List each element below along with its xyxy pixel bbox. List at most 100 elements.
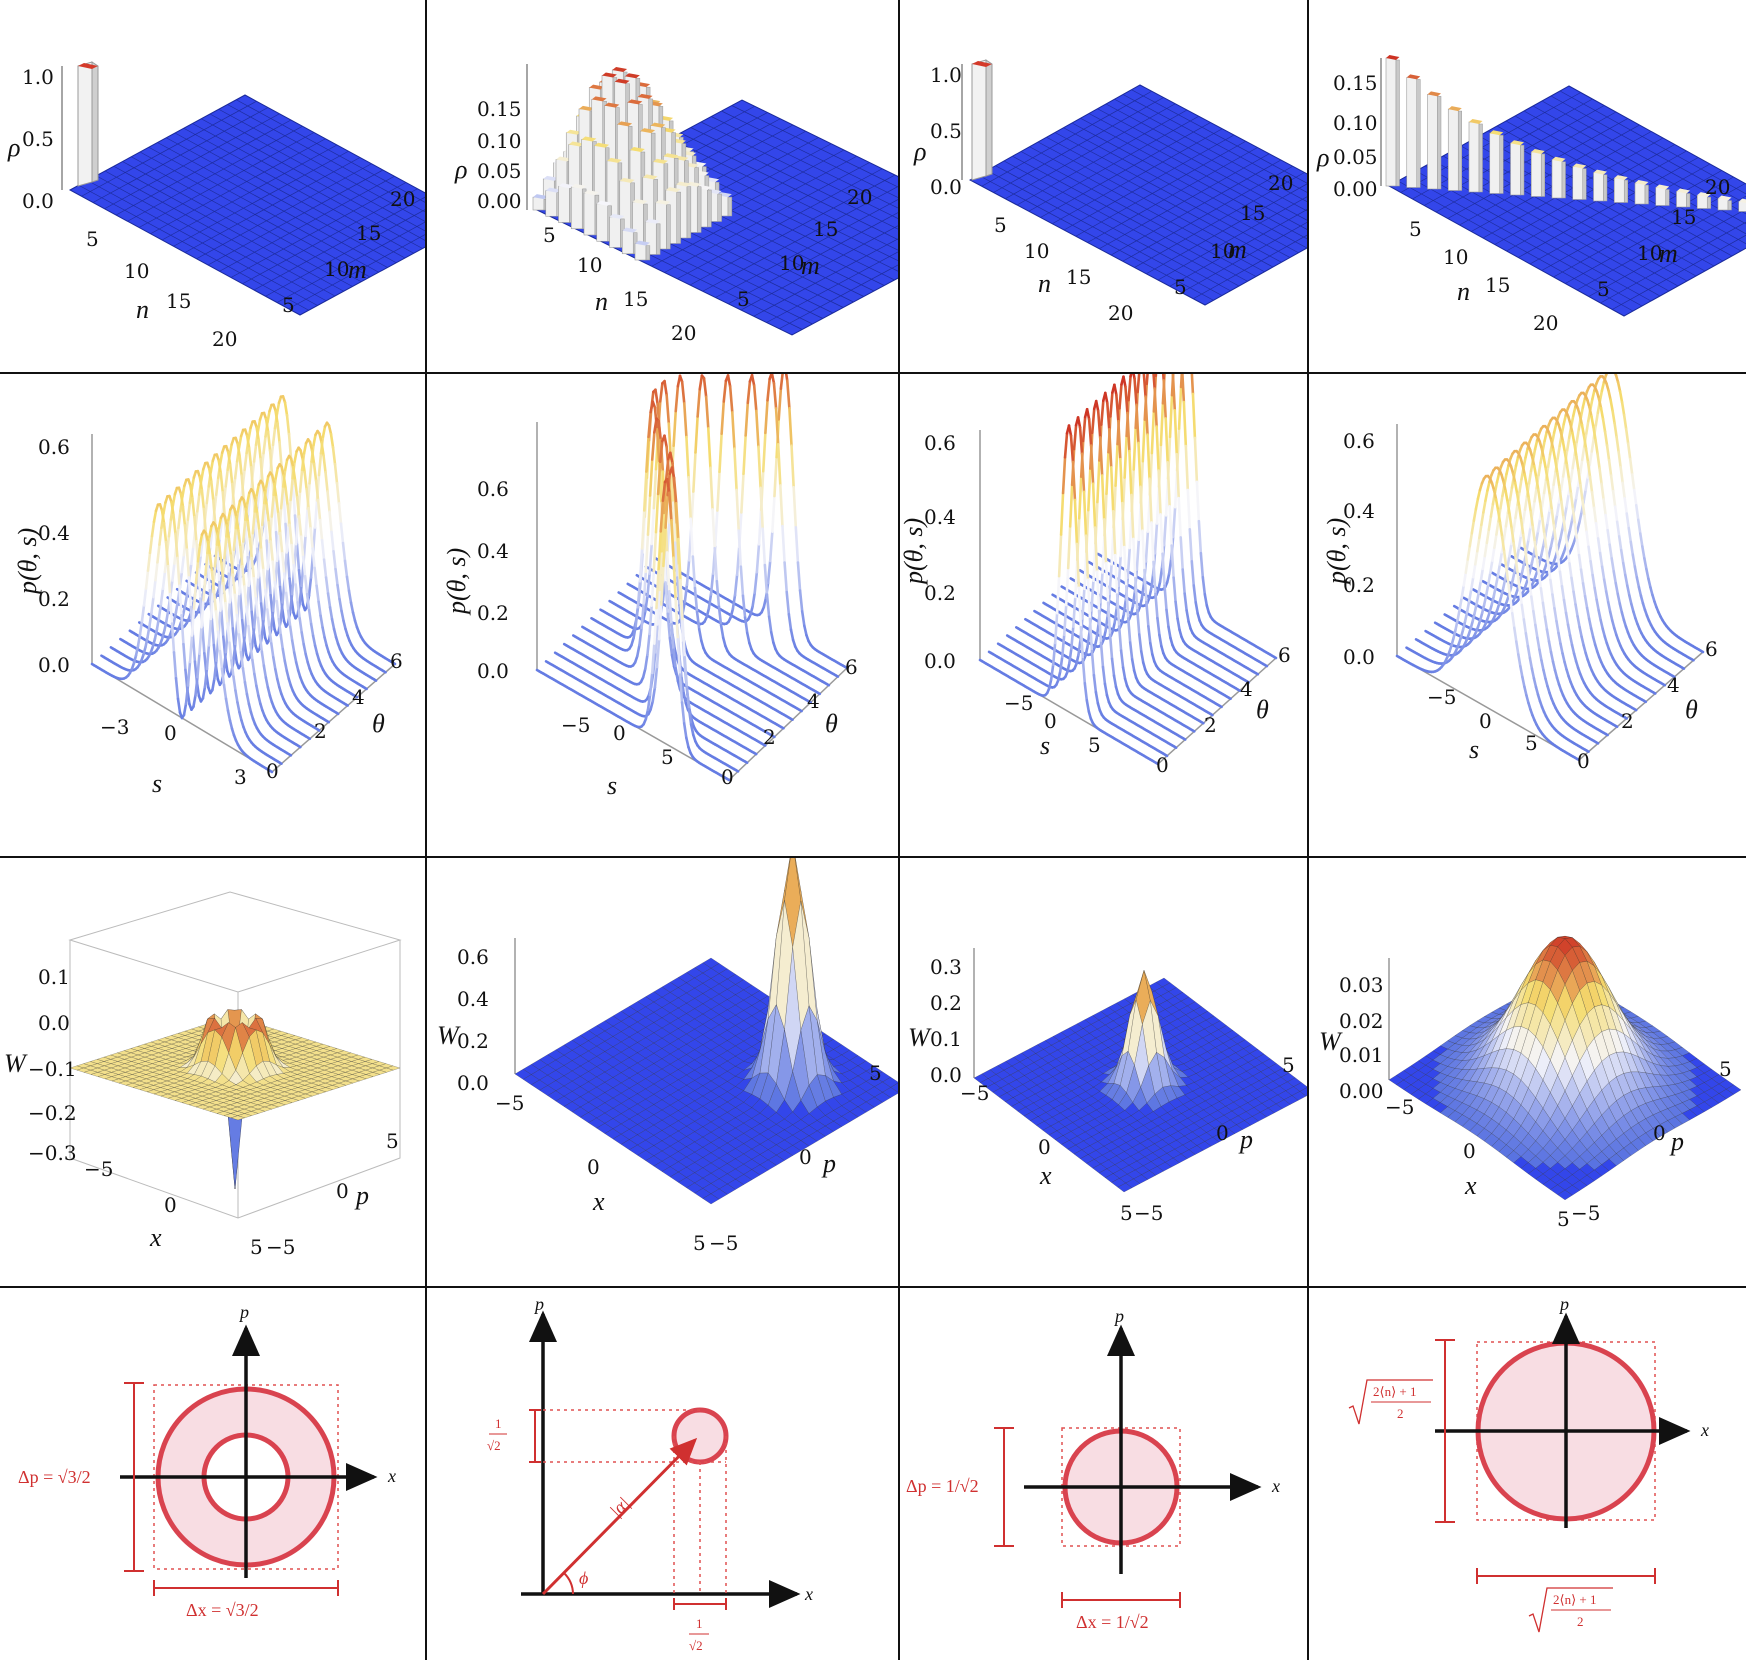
- n-tick: 15: [1485, 273, 1510, 297]
- coherent-bars: [532, 66, 733, 261]
- z-tick: 1.0: [930, 63, 962, 87]
- s-axis-line: [1396, 655, 1580, 761]
- m-tick: 10: [779, 251, 804, 275]
- phi-label: ϕ: [579, 1568, 588, 1588]
- p-tick: −5: [709, 1231, 738, 1255]
- theta-axis-label: θ: [1256, 695, 1269, 724]
- frac-numerator: 2⟨n⟩ + 1: [1553, 1592, 1596, 1607]
- density-matrix-plot-2: 0.15 0.10 0.05 0.00 ρ 5 10 15 20 n 5 10 …: [427, 0, 898, 372]
- x-tick: 0: [164, 1193, 177, 1217]
- p-tick: 0: [799, 1145, 812, 1169]
- density-matrix-plot-4: 0.15 0.10 0.05 0.00 ρ 5 10 15 20 n 5 10 …: [1309, 0, 1746, 372]
- ring-fill: [157, 1389, 334, 1565]
- dx-bracket: [1061, 1592, 1181, 1608]
- wigner-plot-4: 0.03 0.02 0.01 0.00 W −5 0 5 x −5 0 5 p: [1309, 858, 1746, 1286]
- m-tick: 20: [1268, 171, 1293, 195]
- thermal-bars: [1385, 55, 1746, 212]
- n-tick: 10: [124, 259, 149, 283]
- theta-tick: 4: [807, 689, 820, 713]
- x-tick: 5: [1120, 1201, 1133, 1225]
- m-tick: 5: [737, 287, 750, 311]
- z-tick: 0.6: [924, 431, 956, 455]
- z-tick: 0.00: [1339, 1079, 1384, 1103]
- wigner-svg: 0.1 0.0 −0.1 −0.2 −0.3 W −5 0 5 x −5 0 5…: [4, 891, 402, 1259]
- p-axis-label: p: [821, 1149, 836, 1178]
- density-matrix-svg: 1.0 0.5 0.0 ρ 5 10 15 20 n 5 10 15 20 m: [913, 59, 1307, 325]
- s-tick: 0: [164, 721, 177, 745]
- frac-denominator: 2: [1577, 1614, 1584, 1629]
- x-axis-label: x: [1464, 1171, 1477, 1200]
- z-tick: 0.0: [38, 1011, 70, 1035]
- phase-diagram-svg: p x Δp = √3/2 Δx = √3/2: [18, 1302, 396, 1620]
- n-tick: 15: [1066, 265, 1091, 289]
- alpha-label: |α|: [606, 1493, 634, 1521]
- z-tick: 0.4: [457, 987, 489, 1011]
- z-tick: 0.4: [924, 505, 956, 529]
- density-matrix-svg: 1.0 0.5 0.0 ρ 5 10 15 20 n 5 10 15 20 m: [7, 61, 425, 351]
- z-tick: 0.00: [1333, 177, 1378, 201]
- theta-tick: 4: [352, 685, 365, 709]
- z-tick: 0.0: [924, 649, 956, 673]
- z-axis-label: W: [1319, 1027, 1343, 1056]
- theta-axis-line: [1578, 651, 1704, 761]
- n-tick: 5: [86, 227, 99, 251]
- s-tick: −3: [100, 715, 129, 739]
- surface-grid: [68, 94, 425, 316]
- z-tick: 0.05: [477, 159, 522, 183]
- m-tick: 10: [1637, 241, 1662, 265]
- frac-denominator: √2: [689, 1638, 703, 1653]
- theta-axis-label: θ: [825, 709, 838, 738]
- z-axis-label: W: [4, 1049, 28, 1078]
- theta-tick: 2: [1204, 713, 1217, 737]
- z-tick: 0.4: [477, 539, 509, 563]
- grid-line: [0, 372, 1746, 374]
- theta-tick: 0: [1156, 753, 1169, 777]
- density-matrix-plot-1: 1.0 0.5 0.0 ρ 5 10 15 20 n 5 10 15 20 m: [0, 0, 425, 372]
- s-tick: 5: [661, 745, 674, 769]
- z-tick: 0.1: [930, 1027, 962, 1051]
- n-tick: 15: [166, 289, 191, 313]
- s-axis-label: s: [152, 769, 162, 798]
- z-tick: 0.6: [477, 477, 509, 501]
- n-axis-label: n: [595, 287, 608, 316]
- phase-diagram-svg: p x ϕ |α| 1 √2 1 √: [487, 1294, 813, 1653]
- theta-tick: 2: [763, 725, 776, 749]
- z-axis-label: p(θ, s): [900, 518, 928, 586]
- n-tick: 10: [1443, 245, 1468, 269]
- grid-line: [1307, 0, 1309, 1660]
- s-axis-label: s: [1040, 731, 1050, 760]
- dx-label: Δx = √3/2: [186, 1600, 259, 1620]
- z-tick: 0.2: [477, 601, 509, 625]
- phase-diagram-3: p x Δp = 1/√2 Δx = 1/√2: [900, 1288, 1307, 1660]
- z-tick: 0.6: [1343, 429, 1375, 453]
- z-tick: 0.10: [1333, 111, 1378, 135]
- z-tick: 0.2: [457, 1029, 489, 1053]
- s-tick: −5: [1004, 691, 1033, 715]
- z-tick: 0.02: [1339, 1009, 1384, 1033]
- z-tick: 0.03: [1339, 973, 1384, 997]
- n-tick: 20: [1108, 301, 1133, 325]
- grid-line: [425, 0, 427, 1660]
- z-tick: 0.2: [924, 581, 956, 605]
- z-axis-label: ρ: [1316, 143, 1329, 172]
- dp-label: Δp = √3/2: [18, 1467, 91, 1487]
- bar-column: [971, 59, 993, 181]
- x-axis-label: x: [1700, 1420, 1709, 1440]
- z-tick: −0.3: [28, 1141, 77, 1165]
- n-tick: 5: [543, 223, 556, 247]
- z-tick: 0.2: [930, 991, 962, 1015]
- dx-label: Δx = 1/√2: [1076, 1612, 1149, 1632]
- m-tick: 15: [1671, 205, 1696, 229]
- z-axis-label: ρ: [7, 133, 20, 162]
- theta-tick: 4: [1667, 673, 1680, 697]
- z-tick: 0.6: [38, 435, 70, 459]
- p-tick: 5: [869, 1061, 882, 1085]
- z-tick: 0.00: [477, 189, 522, 213]
- m-tick: 20: [390, 187, 415, 211]
- x-tick: 5: [250, 1235, 263, 1259]
- dx-bracket: [153, 1580, 339, 1596]
- grid-line: [0, 856, 1746, 858]
- m-tick: 5: [1174, 275, 1187, 299]
- n-axis-label: n: [136, 295, 149, 324]
